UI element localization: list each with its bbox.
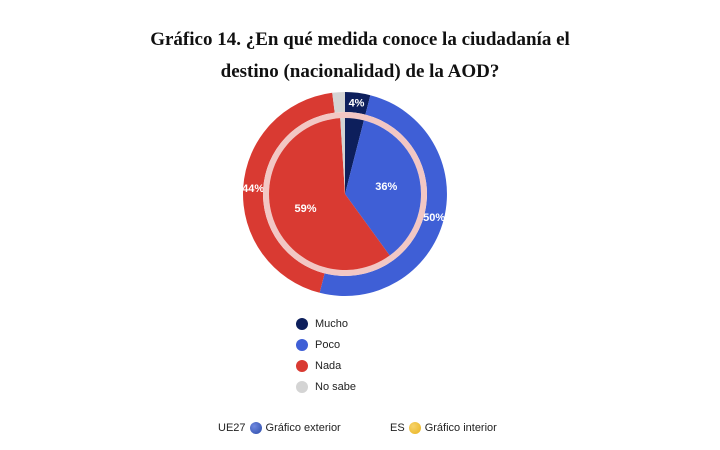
inner-pie-slice-mucho [345, 118, 364, 194]
outer-ring-slice-mucho [345, 92, 371, 115]
footer-inner-region: ES [390, 422, 405, 434]
inner-pie-label-poco: 36% [375, 181, 397, 193]
legend-label-mucho: Mucho [315, 317, 349, 330]
legend-swatch-nada [296, 359, 308, 372]
outer-ring-slice-poco [319, 95, 447, 296]
chart-title-line-2: destino (nacionalidad) de la AOD? [220, 61, 500, 82]
outer-ring-label-mucho: 4% [349, 98, 365, 110]
legend-swatch-poco [296, 338, 308, 351]
legend-item-no-sabe: No sabe [296, 376, 356, 397]
legend-item-nada: Nada [296, 355, 356, 376]
legend-label-no-sabe: No sabe [315, 380, 356, 393]
legend-swatch-no-sabe [296, 380, 308, 393]
legend-item-mucho: Mucho [296, 313, 356, 334]
ring-separator [263, 112, 427, 276]
legend: Mucho Poco Nada No sabe [296, 313, 356, 397]
chart-title-line-1: Gráfico 14. ¿En qué medida conoce la ciu… [150, 29, 570, 50]
inner-pie-label-nada: 59% [294, 203, 316, 215]
footer-outer-key: UE27 Gráfico exterior [218, 422, 341, 434]
inner-pie-slice-nada [269, 118, 390, 271]
chart-title: Gráfico 14. ¿En qué medida conoce la ciu… [0, 24, 720, 88]
footer-inner-key: ES Gráfico interior [390, 422, 497, 434]
outer-ring-label-nada: 44% [242, 183, 264, 195]
legend-label-nada: Nada [315, 359, 342, 372]
inner-pie-slice-no-sabe [340, 118, 345, 194]
pie-chart: 4% 50% 44% 36% 59% [242, 92, 447, 296]
footer-outer-label: Gráfico exterior [265, 422, 341, 434]
footer-outer-region: UE27 [218, 422, 246, 434]
inner-pie-slice-poco [345, 120, 421, 256]
outer-ring-label-poco: 50% [423, 212, 445, 224]
legend-item-poco: Poco [296, 334, 356, 355]
legend-label-poco: Poco [315, 338, 341, 351]
es-globe-icon [408, 422, 421, 434]
outer-ring-slice-no-sabe [332, 92, 345, 113]
eu-globe-icon [249, 422, 262, 434]
legend-swatch-mucho [296, 317, 308, 330]
outer-ring-slice-nada [243, 92, 335, 293]
footer-inner-label: Gráfico interior [424, 422, 497, 434]
